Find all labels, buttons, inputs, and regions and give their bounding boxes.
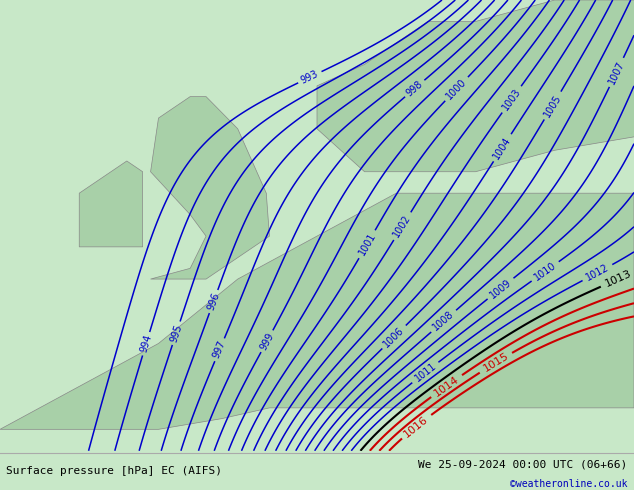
Polygon shape [150, 97, 269, 279]
Polygon shape [0, 193, 634, 429]
Text: ©weatheronline.co.uk: ©weatheronline.co.uk [510, 479, 628, 489]
Text: 1013: 1013 [604, 269, 633, 289]
Text: 1002: 1002 [392, 213, 413, 239]
Text: 1010: 1010 [533, 260, 558, 283]
Text: 1004: 1004 [491, 135, 513, 161]
Text: 1012: 1012 [585, 262, 611, 283]
Text: We 25-09-2024 00:00 UTC (06+66): We 25-09-2024 00:00 UTC (06+66) [418, 460, 628, 469]
Text: 1014: 1014 [432, 374, 461, 398]
Text: 999: 999 [258, 331, 276, 352]
Text: 1006: 1006 [382, 325, 406, 349]
Text: 1003: 1003 [500, 87, 523, 112]
Polygon shape [317, 0, 634, 172]
Text: 1011: 1011 [413, 361, 438, 384]
Text: 993: 993 [299, 69, 320, 86]
Text: 1007: 1007 [607, 59, 626, 86]
Polygon shape [79, 161, 143, 247]
Text: 1001: 1001 [357, 231, 377, 257]
Text: 1009: 1009 [488, 277, 513, 300]
Text: 1016: 1016 [402, 414, 430, 439]
Text: 995: 995 [169, 323, 184, 343]
Text: 1000: 1000 [444, 76, 469, 101]
Text: Surface pressure [hPa] EC (AIFS): Surface pressure [hPa] EC (AIFS) [6, 466, 223, 476]
Text: 997: 997 [211, 339, 228, 360]
Text: 1005: 1005 [542, 93, 563, 119]
Text: 1015: 1015 [481, 351, 510, 374]
Text: 994: 994 [139, 334, 153, 354]
Text: 998: 998 [404, 79, 425, 98]
Text: 996: 996 [206, 291, 221, 312]
Text: 1008: 1008 [431, 309, 456, 333]
